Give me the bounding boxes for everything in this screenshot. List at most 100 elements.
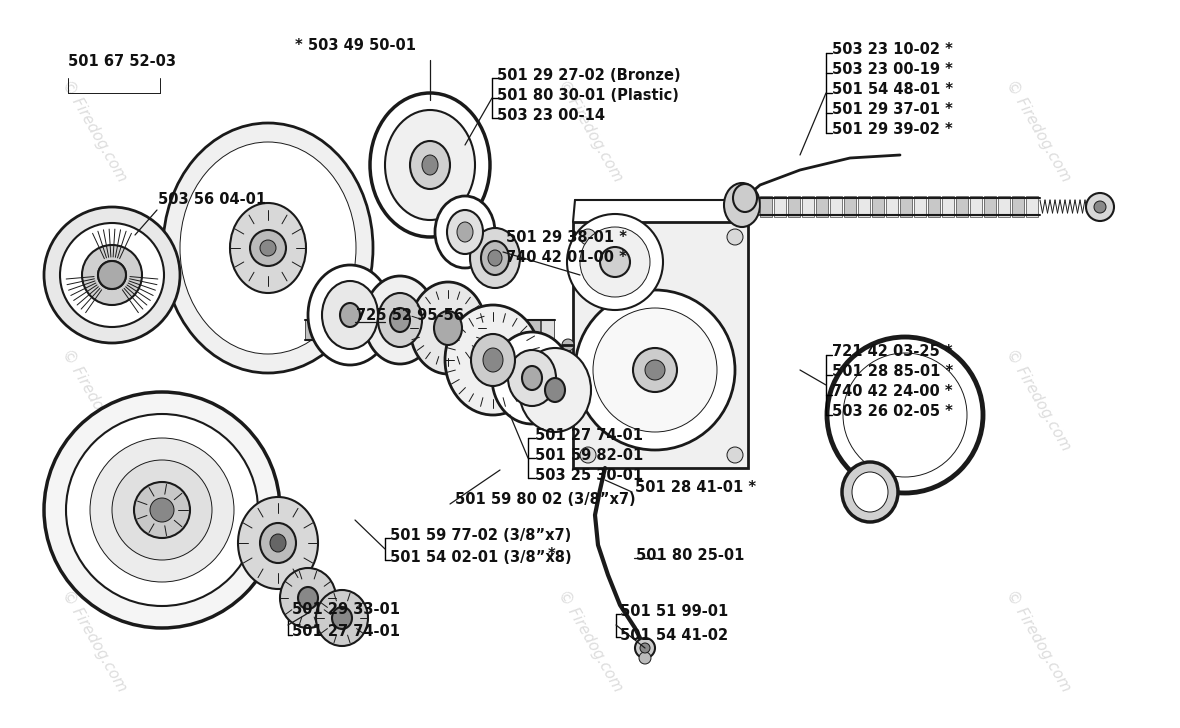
Circle shape — [581, 227, 650, 297]
Bar — [304, 320, 317, 340]
Text: © Firedog.com: © Firedog.com — [59, 587, 130, 694]
Bar — [573, 222, 748, 468]
Circle shape — [98, 261, 126, 289]
Circle shape — [599, 247, 630, 277]
Text: 501 54 41-02: 501 54 41-02 — [620, 628, 728, 643]
Text: © Firedog.com: © Firedog.com — [1003, 587, 1074, 694]
Circle shape — [632, 348, 677, 392]
Bar — [319, 320, 332, 340]
Circle shape — [568, 214, 663, 310]
Circle shape — [581, 447, 596, 463]
Ellipse shape — [409, 141, 450, 189]
Ellipse shape — [363, 276, 435, 364]
Ellipse shape — [447, 210, 483, 254]
Text: © Firedog.com: © Firedog.com — [555, 587, 625, 694]
Bar — [844, 196, 856, 217]
Bar — [430, 320, 442, 340]
Text: 501 29 38-01 *: 501 29 38-01 * — [506, 231, 627, 245]
Circle shape — [250, 230, 286, 266]
Bar — [1025, 196, 1038, 217]
Text: 501 59 82-01: 501 59 82-01 — [535, 448, 643, 462]
Circle shape — [44, 207, 181, 343]
Bar — [499, 320, 512, 340]
Circle shape — [727, 229, 743, 245]
Bar — [817, 196, 828, 217]
Ellipse shape — [332, 607, 352, 629]
Bar — [388, 320, 401, 340]
Text: 501 27 74-01: 501 27 74-01 — [535, 427, 643, 443]
Bar — [872, 196, 884, 217]
Text: 501 27 74-01: 501 27 74-01 — [291, 625, 400, 639]
Ellipse shape — [492, 332, 572, 424]
Circle shape — [575, 290, 735, 450]
Circle shape — [827, 337, 983, 493]
Circle shape — [135, 482, 190, 538]
Text: 503 23 00-19 *: 503 23 00-19 * — [832, 63, 953, 77]
Bar — [444, 320, 457, 340]
Ellipse shape — [522, 366, 542, 390]
Text: 740 42 01-00 *: 740 42 01-00 * — [506, 250, 627, 266]
Ellipse shape — [545, 378, 565, 402]
Text: 503 25 30-01: 503 25 30-01 — [535, 467, 643, 483]
Text: © Firedog.com: © Firedog.com — [555, 78, 625, 184]
Ellipse shape — [299, 587, 317, 609]
Ellipse shape — [316, 590, 368, 646]
Text: 501 67 52-03: 501 67 52-03 — [68, 55, 176, 69]
Ellipse shape — [181, 142, 356, 354]
Bar — [956, 196, 968, 217]
Text: 725 52 95-56: 725 52 95-56 — [356, 307, 464, 323]
Bar — [542, 320, 553, 340]
Text: 503 26 02-05 *: 503 26 02-05 * — [832, 405, 953, 419]
Ellipse shape — [483, 348, 503, 372]
Text: 501 29 33-01: 501 29 33-01 — [291, 603, 400, 617]
Circle shape — [635, 638, 655, 658]
Text: 501 59 77-02 (3/8”x7): 501 59 77-02 (3/8”x7) — [391, 528, 571, 542]
Circle shape — [727, 447, 743, 463]
Ellipse shape — [230, 203, 306, 293]
Bar — [361, 320, 373, 340]
Bar — [1012, 196, 1024, 217]
Circle shape — [44, 392, 280, 628]
Text: 501 29 39-02 *: 501 29 39-02 * — [832, 122, 952, 138]
Circle shape — [581, 229, 596, 245]
Circle shape — [645, 360, 666, 380]
Text: 740 42 24-00 *: 740 42 24-00 * — [832, 384, 952, 400]
Ellipse shape — [385, 110, 476, 220]
Bar — [830, 196, 843, 217]
Text: 721 42 03-25 *: 721 42 03-25 * — [832, 344, 952, 360]
Circle shape — [150, 498, 173, 522]
Ellipse shape — [852, 472, 889, 512]
Bar — [914, 196, 926, 217]
Ellipse shape — [435, 196, 494, 268]
Ellipse shape — [509, 350, 556, 406]
Text: © Firedog.com: © Firedog.com — [1003, 347, 1074, 454]
Text: © Firedog.com: © Firedog.com — [59, 78, 130, 184]
Ellipse shape — [270, 534, 286, 552]
Bar — [970, 196, 982, 217]
Text: 501 54 48-01 *: 501 54 48-01 * — [832, 82, 953, 98]
Circle shape — [112, 460, 212, 560]
Text: 501 28 41-01 *: 501 28 41-01 * — [635, 480, 756, 496]
Ellipse shape — [322, 281, 378, 349]
Bar — [347, 320, 359, 340]
Circle shape — [562, 339, 573, 351]
Bar — [760, 196, 772, 217]
Bar — [513, 320, 526, 340]
Circle shape — [594, 308, 717, 432]
Ellipse shape — [489, 250, 502, 266]
Circle shape — [1094, 201, 1106, 213]
Bar — [417, 320, 428, 340]
Bar — [998, 196, 1010, 217]
Text: 503 56 04-01: 503 56 04-01 — [158, 192, 267, 207]
Bar — [927, 196, 940, 217]
Text: 501 28 85-01 *: 501 28 85-01 * — [832, 365, 953, 379]
Bar — [485, 320, 498, 340]
Bar — [402, 320, 414, 340]
Bar — [788, 196, 800, 217]
Circle shape — [66, 414, 258, 606]
Text: © Firedog.com: © Firedog.com — [1003, 78, 1074, 184]
Bar — [858, 196, 870, 217]
Circle shape — [81, 245, 142, 305]
Ellipse shape — [470, 228, 520, 288]
Ellipse shape — [457, 222, 473, 242]
